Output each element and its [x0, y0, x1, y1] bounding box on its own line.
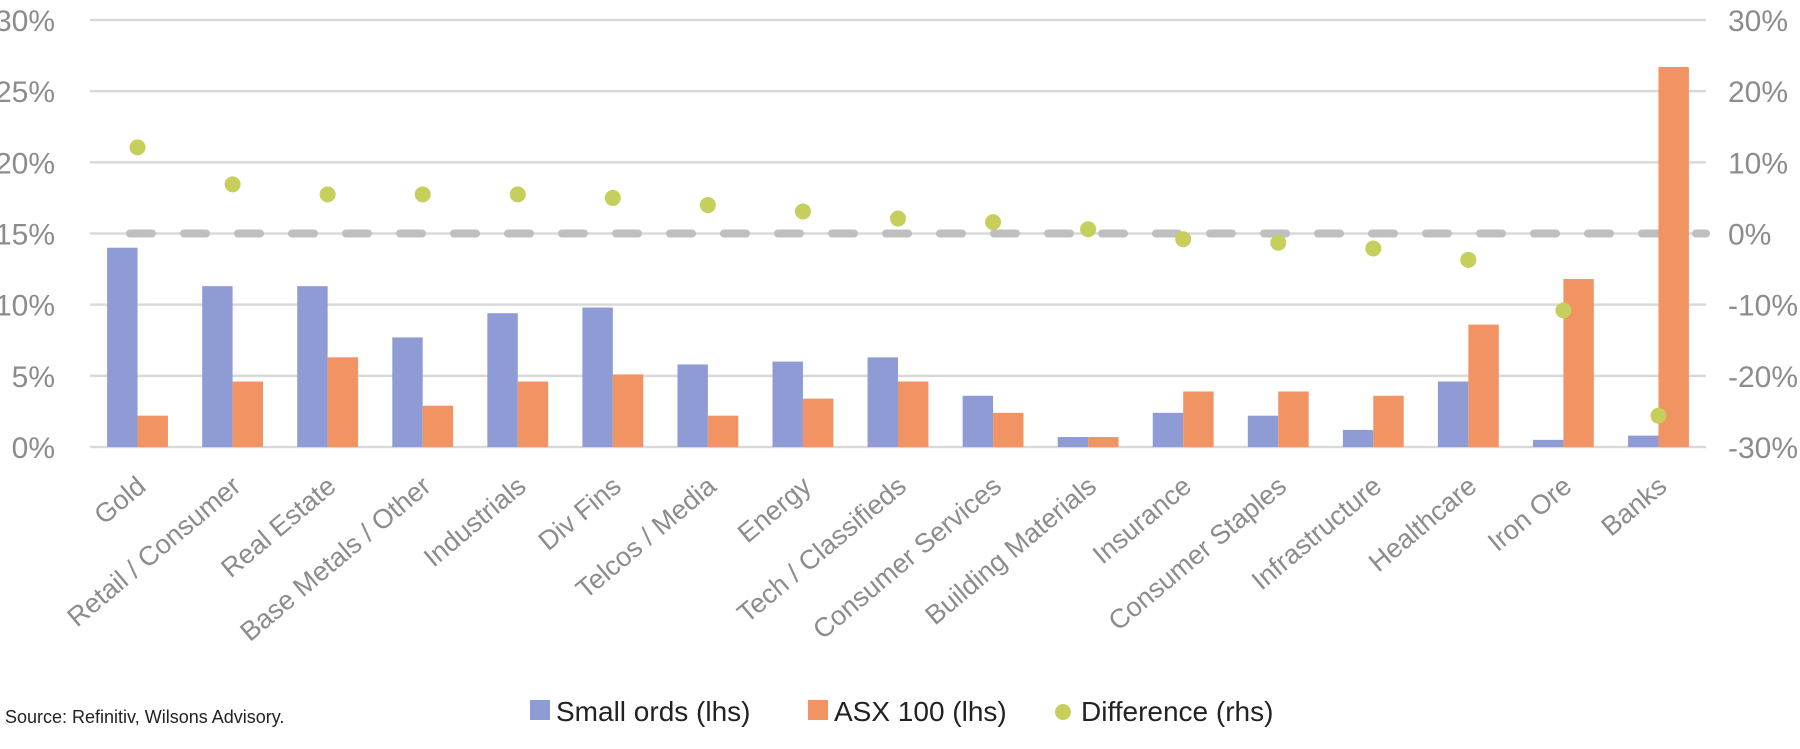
category-label: Iron Ore — [1482, 471, 1577, 558]
source-note: Source: Refinitiv, Wilsons Advisory. — [5, 707, 284, 727]
dot-difference — [699, 197, 716, 214]
dot-difference — [129, 139, 146, 156]
bar-asx100 — [1373, 395, 1404, 447]
bar-small-ords — [487, 313, 518, 447]
bar-small-ords — [962, 395, 994, 447]
bar-small-ords — [1532, 439, 1564, 447]
bar-small-ords — [1247, 415, 1279, 447]
bar-asx100 — [137, 415, 168, 447]
dot-difference — [414, 186, 431, 203]
left-tick-label: 30% — [0, 5, 55, 38]
right-tick-label: -10% — [1728, 290, 1798, 323]
bar-small-ords — [1152, 412, 1184, 447]
bar-small-ords — [582, 307, 613, 447]
right-tick-label: 0% — [1728, 219, 1771, 252]
right-tick-label: 20% — [1728, 76, 1788, 109]
bar-asx100 — [1468, 324, 1499, 447]
category-label: Gold — [88, 471, 151, 531]
left-tick-label: 25% — [0, 76, 55, 109]
right-tick-label: 30% — [1728, 5, 1788, 38]
bar-small-ords — [297, 286, 328, 447]
dot-difference — [1460, 251, 1477, 268]
bar-small-ords — [392, 337, 423, 447]
bar-asx100 — [327, 357, 359, 447]
left-axis-ticks: 0% 5% 10% 15% 20% 25% 30% — [0, 5, 55, 465]
bar-asx100 — [612, 374, 644, 447]
bar-small-ords — [772, 361, 803, 447]
dot-difference — [319, 186, 336, 203]
left-tick-label: 0% — [12, 432, 55, 465]
bar-asx100 — [1658, 66, 1689, 447]
legend-swatch-asx100 — [808, 700, 828, 720]
category-label: Retail / Consumer — [62, 471, 247, 633]
bar-small-ords — [107, 247, 138, 447]
dot-difference — [604, 189, 621, 206]
category-label: Industrials — [418, 471, 532, 573]
category-label: Energy — [732, 470, 817, 548]
category-label: Building Materials — [919, 471, 1102, 631]
dot-difference — [985, 214, 1002, 231]
legend-label-small-ords: Small ords (lhs) — [556, 696, 750, 727]
dot-difference — [1650, 407, 1667, 424]
legend-swatch-small-ords — [530, 700, 550, 720]
left-tick-label: 15% — [0, 219, 55, 252]
dot-difference — [1555, 302, 1572, 319]
dot-difference — [1365, 240, 1382, 257]
dot-difference — [890, 210, 906, 227]
bar-asx100 — [517, 381, 549, 447]
bar-asx100 — [898, 381, 929, 447]
right-tick-label: -20% — [1728, 361, 1798, 394]
bar-asx100 — [1183, 391, 1214, 447]
category-label: Div Fins — [533, 471, 627, 557]
bar-asx100 — [1088, 437, 1119, 447]
legend: Small ords (lhs) ASX 100 (lhs) Differenc… — [530, 696, 1273, 727]
difference-dots — [129, 139, 1667, 424]
bar-small-ords — [1057, 437, 1089, 447]
dot-difference — [1270, 234, 1287, 251]
bars — [107, 66, 1689, 447]
bar-small-ords — [867, 357, 898, 447]
bar-small-ords — [1342, 429, 1374, 447]
category-label: Banks — [1596, 471, 1673, 542]
bar-small-ords — [1628, 435, 1659, 447]
bar-small-ords — [202, 286, 233, 447]
bar-asx100 — [1278, 391, 1309, 447]
left-tick-label: 5% — [12, 361, 55, 394]
bar-asx100 — [422, 405, 454, 447]
bar-asx100 — [993, 412, 1024, 447]
right-axis-ticks: -30% -20% -10% 0% 10% 20% 30% — [1728, 5, 1798, 465]
legend-marker-difference — [1055, 704, 1071, 720]
category-label: Tech / Classifieds — [732, 471, 912, 629]
right-tick-label: 10% — [1728, 147, 1788, 180]
bar-small-ords — [1437, 381, 1469, 447]
legend-label-asx100: ASX 100 (lhs) — [834, 696, 1007, 727]
left-tick-label: 20% — [0, 147, 55, 180]
dot-difference — [1175, 231, 1192, 248]
bar-asx100 — [707, 415, 739, 447]
bar-small-ords — [677, 364, 708, 447]
dot-difference — [1080, 221, 1097, 238]
category-label: Consumer Staples — [1103, 471, 1292, 637]
dot-difference — [509, 186, 526, 203]
right-tick-label: -30% — [1728, 432, 1798, 465]
dot-difference — [794, 203, 811, 220]
bar-asx100 — [802, 398, 834, 447]
bar-asx100 — [232, 381, 264, 447]
left-tick-label: 10% — [0, 290, 55, 323]
legend-label-difference: Difference (rhs) — [1081, 696, 1273, 727]
dot-difference — [224, 176, 241, 193]
